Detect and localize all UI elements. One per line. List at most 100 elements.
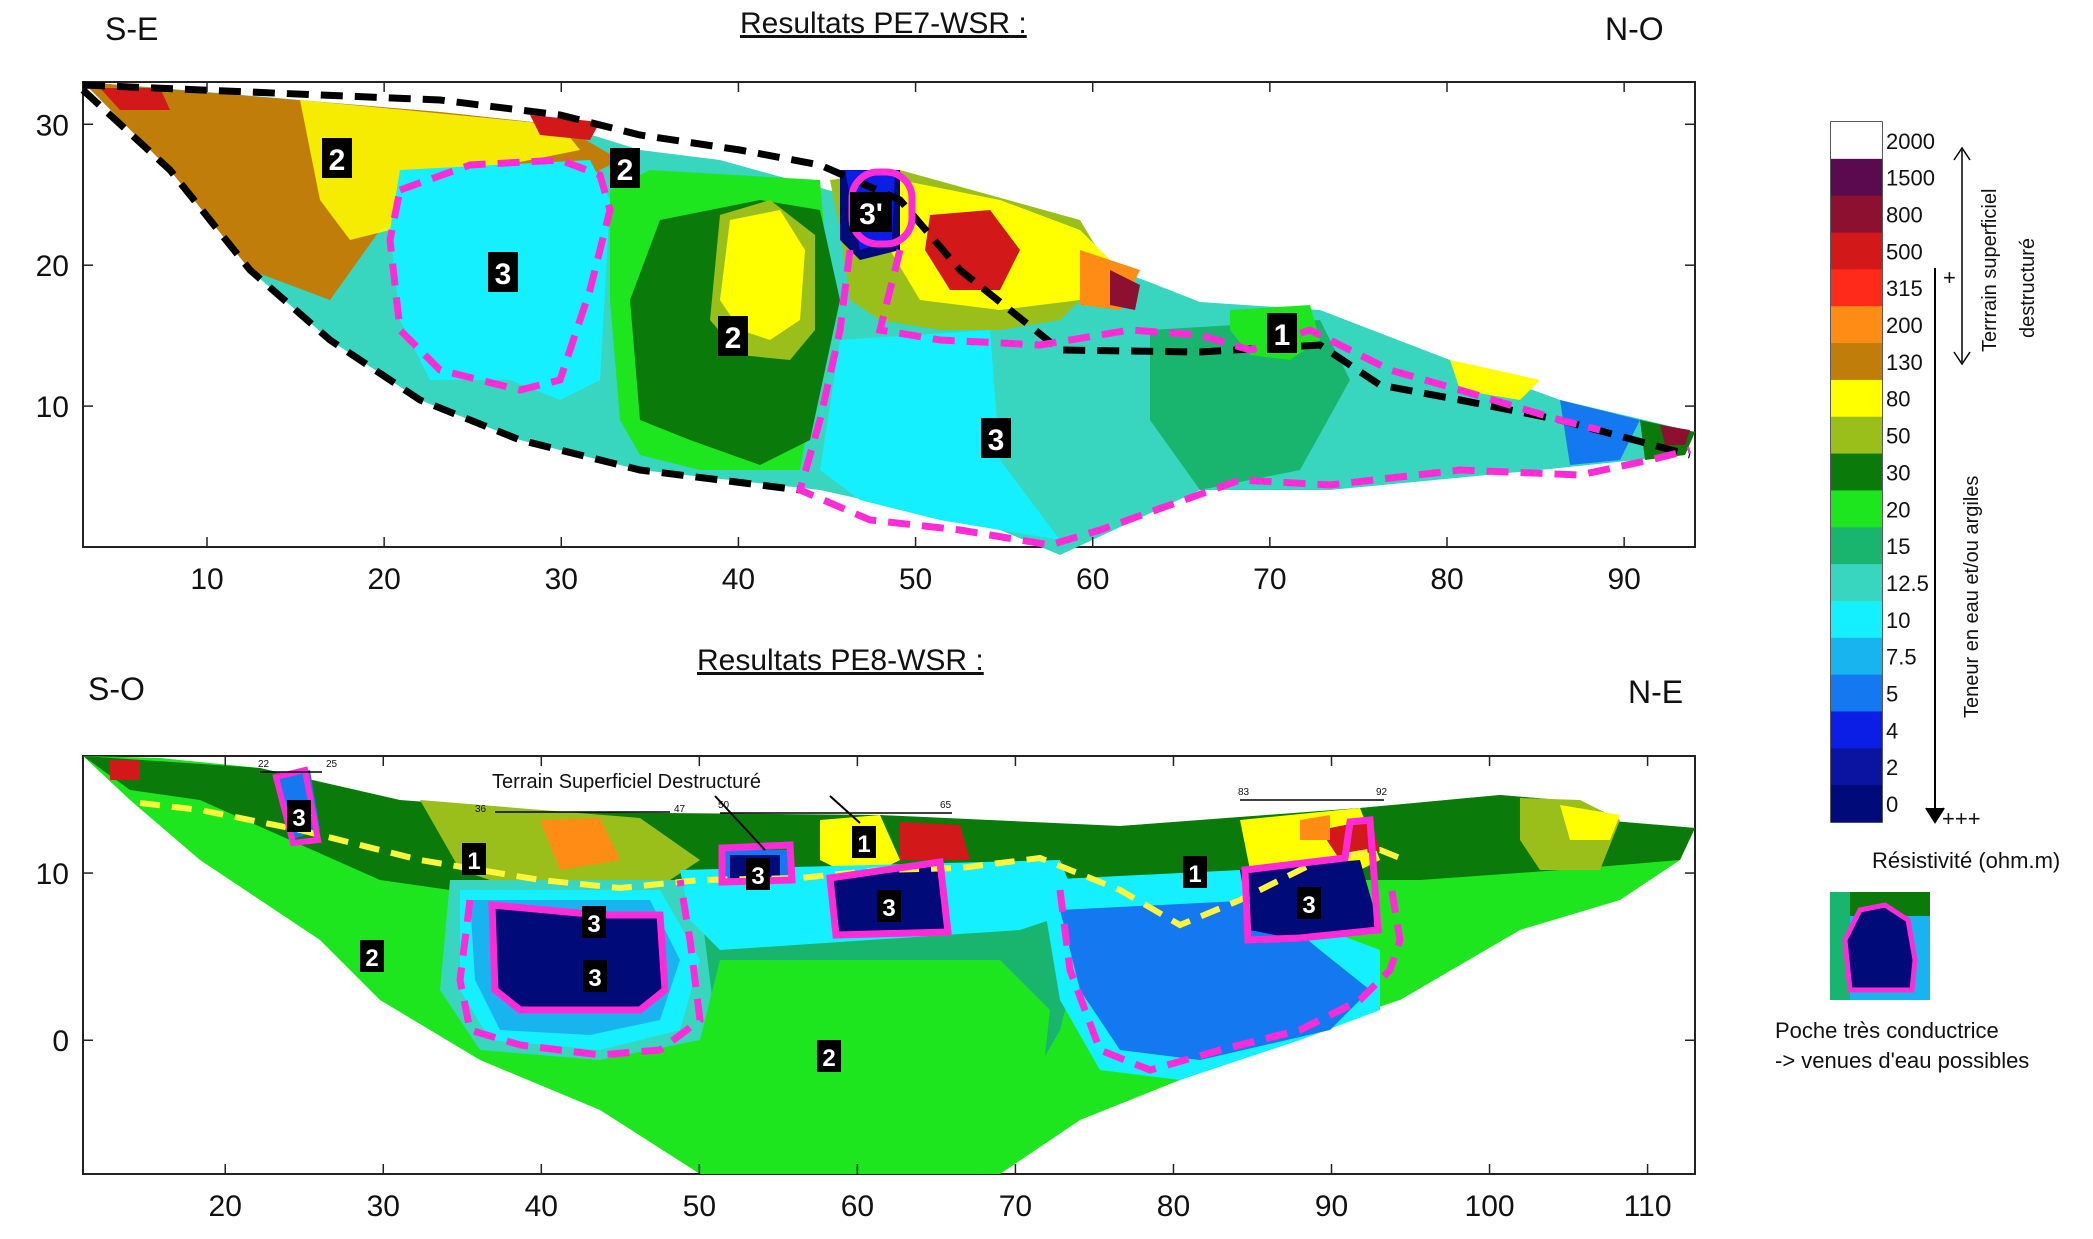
pe7-y-axis: 10 20 30 [36, 109, 1695, 424]
pe7-zone-label-a: 2 [322, 138, 352, 178]
legend-value: 12.5 [1886, 571, 1929, 596]
pe8-zone-label-k: 3 [1297, 887, 1321, 919]
legend-swatch [1831, 232, 1882, 270]
x-tick-label: 40 [525, 1190, 558, 1223]
pe7-zone-label-f: 1 [1267, 313, 1297, 353]
legend-swatch [1831, 490, 1882, 528]
pe8-zone-label-e: 3 [746, 858, 770, 890]
svg-text:1: 1 [467, 848, 480, 875]
marker-65: 65 [940, 800, 952, 811]
x-tick-label: 70 [999, 1190, 1032, 1223]
svg-text:2: 2 [617, 154, 634, 187]
legend-value: 10 [1886, 608, 1910, 633]
svg-text:3: 3 [882, 895, 895, 922]
svg-text:2: 2 [365, 945, 378, 972]
pe7-zone-3-right [795, 249, 1691, 549]
marker-36: 36 [475, 804, 487, 815]
pe8-zone-3-outer [456, 879, 1404, 1074]
legend-value: 20 [1886, 497, 1910, 522]
marker-83: 83 [1238, 787, 1250, 798]
legend-swatch [1831, 785, 1882, 823]
x-tick-label: 80 [1157, 1190, 1190, 1223]
x-tick-label: 50 [683, 1190, 716, 1223]
legend-value: 2000 [1886, 129, 1935, 154]
pe8-zone-label-f: 1 [852, 826, 876, 858]
svg-text:3': 3' [859, 198, 883, 231]
x-tick-label: 110 [1624, 1190, 1672, 1223]
pe8-zone-label-g: 3 [877, 890, 901, 922]
pe8-zone-3-box-d [1241, 816, 1382, 944]
legend-side-top2: destructuré [2017, 238, 2039, 338]
x-tick-label: 60 [1076, 563, 1109, 596]
pe8-zone-3-box-a [488, 901, 669, 1014]
pe7-surface-boundary [80, 81, 1691, 494]
x-tick-label: 80 [1430, 563, 1463, 596]
pe8-zone-label-b: 1 [462, 843, 486, 875]
pocket-label-1: Poche très conductrice [1775, 1018, 1999, 1043]
legend-value: 500 [1886, 239, 1923, 264]
pe8-zone-label-j: 1 [1183, 856, 1207, 888]
svg-text:2: 2 [822, 1045, 835, 1072]
pe8-zone-label-h: 2 [817, 1040, 841, 1072]
marker-25: 25 [326, 759, 338, 770]
x-tick-label: 20 [209, 1190, 242, 1223]
pe8-zone-label-a: 3 [287, 800, 311, 832]
legend-value: 15 [1886, 534, 1910, 559]
pe7-zone-label-c: 3 [488, 252, 518, 292]
legend-swatch [1831, 564, 1882, 602]
svg-text:3: 3 [1302, 892, 1315, 919]
svg-text:3: 3 [495, 258, 512, 291]
legend-value: 4 [1886, 718, 1898, 743]
legend-value: 130 [1886, 350, 1923, 375]
legend-side-top: Terrrain superficiel [1979, 189, 2001, 352]
legend-value: 5 [1886, 681, 1898, 706]
pe8-zone-label-d: 3 [583, 960, 607, 992]
chart-pe7: Resultats PE7-WSR : S-E N-O [36, 7, 1696, 596]
pe7-zone-label-g: 3 [981, 418, 1011, 458]
legend-value: 30 [1886, 460, 1910, 485]
pe7-zone-label-e: 3' [850, 192, 892, 232]
pe8-annotation-arrow-2 [829, 795, 861, 824]
svg-text:3: 3 [587, 911, 600, 938]
y-tick-label: 0 [52, 1025, 69, 1058]
pocket-label-2: -> venues d'eau possibles [1775, 1048, 2029, 1073]
legend-swatch [1831, 748, 1882, 786]
pe8-y-axis: 0 10 [36, 858, 1695, 1058]
legend-swatch [1831, 711, 1882, 749]
chart-pe8: Resultats PE8-WSR : S-O N-E [36, 644, 1696, 1223]
pe8-annotation: Terrain Superficiel Destructuré [492, 771, 761, 793]
marker-50: 50 [718, 800, 730, 811]
x-tick-label: 70 [1253, 563, 1286, 596]
pe7-zone-3-left [386, 156, 614, 394]
x-tick-label: 40 [722, 563, 755, 596]
x-tick-label: 90 [1607, 563, 1640, 596]
legend-plus: + [1943, 265, 1956, 290]
legend-value: 50 [1886, 424, 1910, 449]
svg-text:1: 1 [857, 831, 870, 858]
legend-value: 315 [1886, 276, 1923, 301]
pe8-zone-labels: 3 1 2 3 3 1 3 2 3 1 3 [287, 800, 1321, 1072]
pe7-left-direction: S-E [105, 11, 158, 47]
legend-value: 800 [1886, 203, 1923, 228]
legend-swatch [1831, 674, 1882, 712]
pe7-x-axis: 10 20 30 40 50 60 70 80 90 [190, 82, 1641, 596]
pe8-zone-label-c: 2 [360, 940, 384, 972]
legend-swatch [1831, 416, 1882, 455]
x-tick-label: 10 [190, 563, 223, 596]
y-tick-label: 10 [36, 391, 69, 424]
legend-swatch [1831, 637, 1882, 676]
pe7-zone-labels: 2 2 3 2 3' 1 3 [322, 138, 1297, 458]
pe8-zone-3-box-b [718, 841, 796, 886]
marker-22: 22 [258, 759, 270, 770]
pe8-zone-label-i: 3 [582, 906, 606, 938]
legend-swatch [1831, 379, 1882, 418]
pe8-section [83, 756, 1695, 1174]
legend-colorbar [1831, 122, 1882, 823]
pe7-right-direction: N-O [1605, 11, 1664, 47]
pe8-annotation-arrow [714, 795, 766, 851]
pe7-zone-label-b: 2 [610, 148, 640, 188]
svg-text:1: 1 [1274, 319, 1291, 352]
legend-value: 200 [1886, 313, 1923, 338]
legend-swatch [1831, 158, 1882, 197]
